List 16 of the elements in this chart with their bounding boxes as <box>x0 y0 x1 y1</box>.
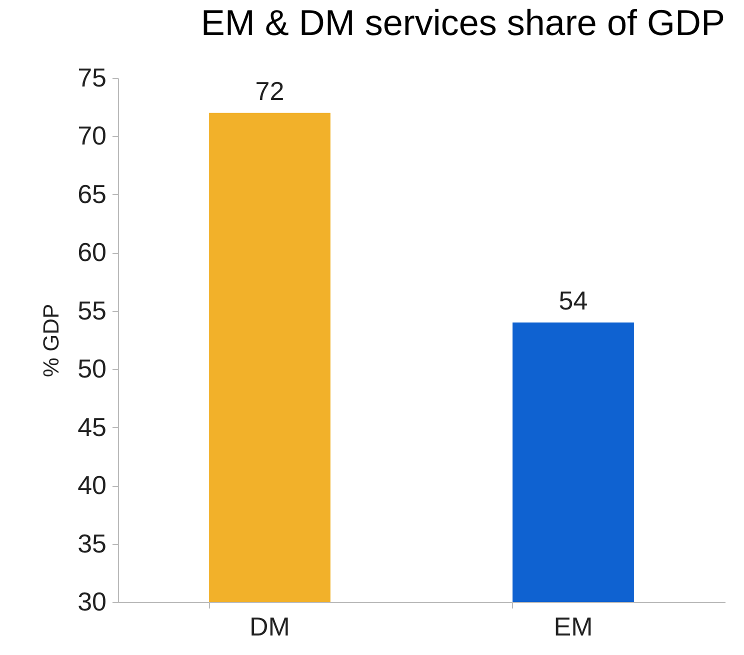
chart-title: EM & DM services share of GDP <box>200 2 725 43</box>
x-tick-label: EM <box>554 612 593 642</box>
data-label: 54 <box>558 286 588 316</box>
y-tick-label: 45 <box>78 412 106 442</box>
x-tick-label: DM <box>250 612 290 642</box>
y-tick-label: 55 <box>78 295 106 326</box>
y-tick-label: 40 <box>78 470 106 500</box>
y-tick-label: 35 <box>78 528 106 558</box>
y-tick-label: 60 <box>78 237 106 268</box>
y-tick-label: 65 <box>78 178 106 209</box>
data-label: 72 <box>255 76 284 106</box>
y-tick-label: 70 <box>78 120 106 151</box>
y-axis-title: % GDP <box>38 304 64 378</box>
y-tick-label: 30 <box>78 586 106 616</box>
y-tick-label: 75 <box>78 62 106 92</box>
y-tick-label: 50 <box>78 354 106 384</box>
